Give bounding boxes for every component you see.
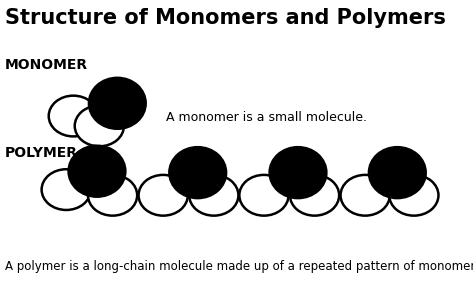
Ellipse shape [270, 147, 326, 198]
Text: POLYMER: POLYMER [5, 146, 78, 160]
Ellipse shape [42, 169, 91, 210]
Ellipse shape [75, 106, 124, 146]
Ellipse shape [239, 175, 289, 216]
Ellipse shape [290, 175, 339, 216]
Ellipse shape [69, 146, 125, 197]
Ellipse shape [139, 175, 188, 216]
Ellipse shape [89, 78, 146, 129]
Ellipse shape [88, 175, 137, 216]
Ellipse shape [341, 175, 390, 216]
Ellipse shape [369, 147, 426, 198]
Ellipse shape [49, 96, 98, 136]
Text: A polymer is a long-chain molecule made up of a repeated pattern of monomers.: A polymer is a long-chain molecule made … [5, 260, 473, 273]
Text: A monomer is a small molecule.: A monomer is a small molecule. [166, 111, 367, 124]
Ellipse shape [389, 175, 438, 216]
Ellipse shape [189, 175, 238, 216]
Text: Structure of Monomers and Polymers: Structure of Monomers and Polymers [5, 8, 446, 29]
Ellipse shape [169, 147, 226, 198]
Text: MONOMER: MONOMER [5, 58, 88, 72]
